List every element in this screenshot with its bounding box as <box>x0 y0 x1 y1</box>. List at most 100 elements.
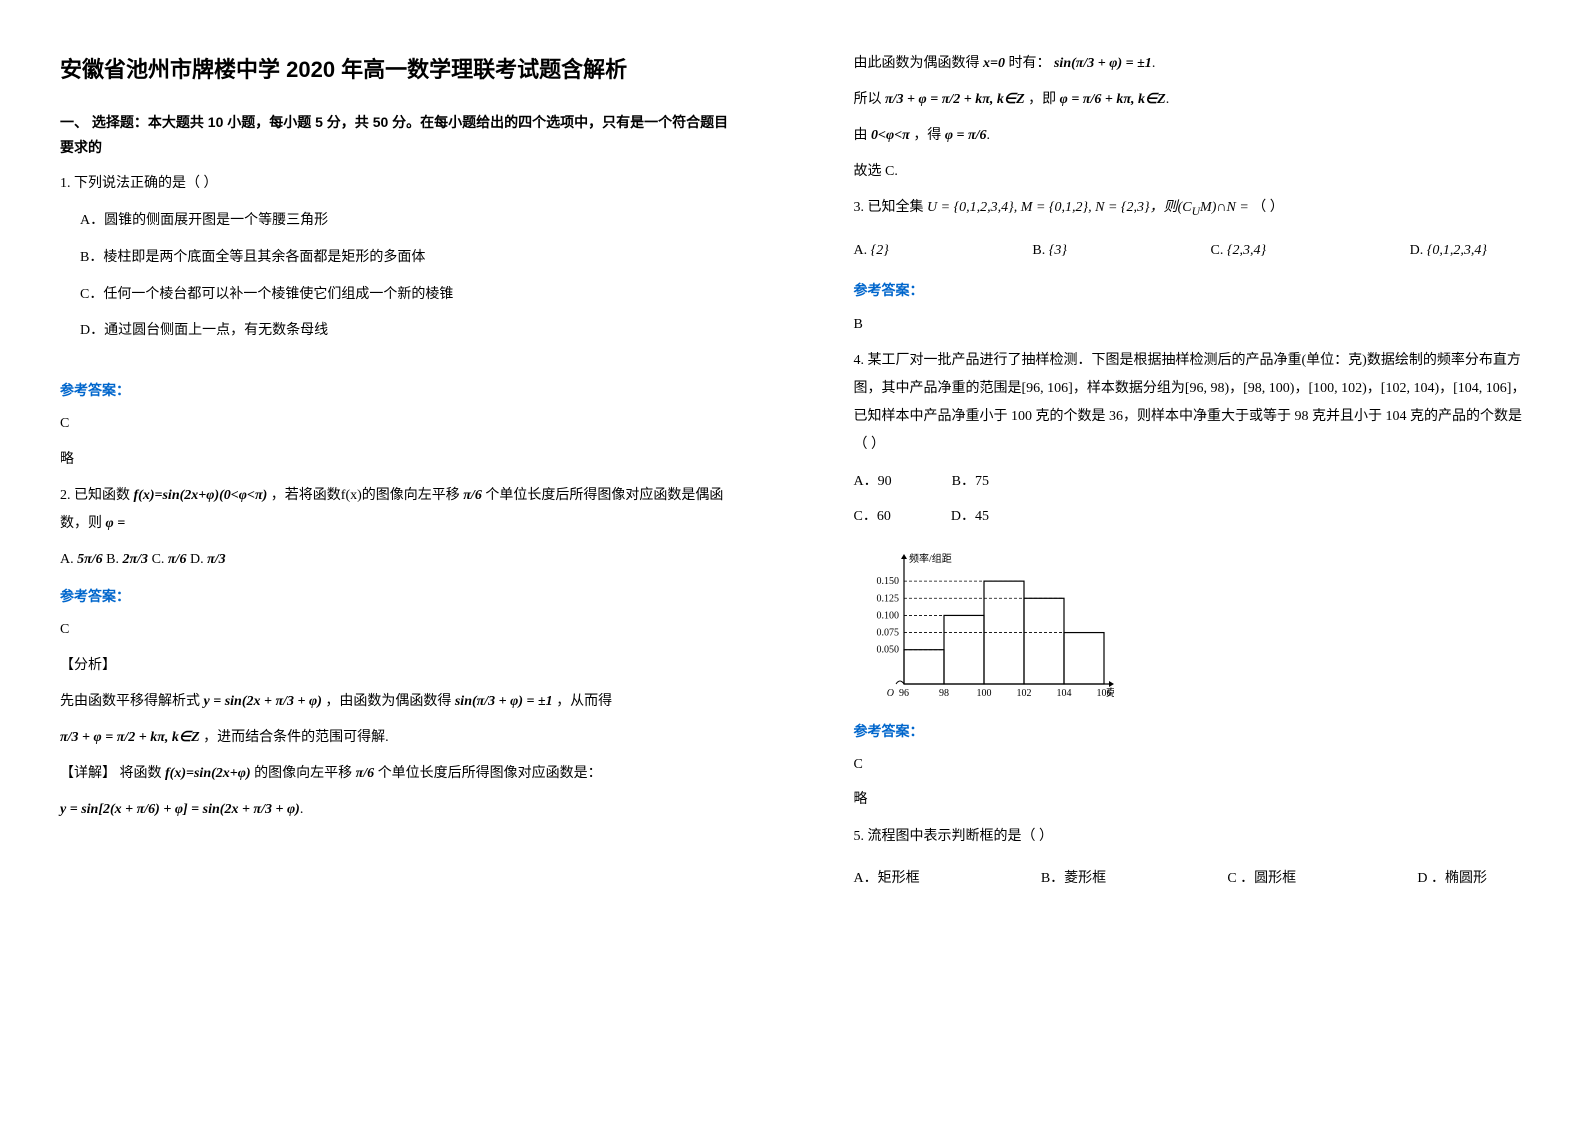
r-l3-f2: φ = π/6 <box>945 128 987 143</box>
q3-prefix: 3. 已知全集 <box>854 200 924 215</box>
q3-opt-c: C. {2,3,4} <box>1211 238 1267 263</box>
q2-answer-label: 参考答案： <box>60 584 734 609</box>
q5-stem: 5. 流程图中表示判断框的是（ ） <box>854 823 1528 851</box>
q2-ana-f1: y = sin(2x + π/3 + φ) <box>204 694 322 709</box>
r-l1-f2: sin(π/3 + φ) = ±1 <box>1054 56 1152 71</box>
q3-answer-label: 参考答案： <box>854 278 1528 303</box>
q1-option-b: B．棱柱即是两个底面全等且其余各面都是矩形的多面体 <box>80 243 734 274</box>
r-conclusion: 故选 C. <box>854 158 1528 186</box>
q1-option-a: A．圆锥的侧面展开图是一个等腰三角形 <box>80 206 734 237</box>
q2-detail-label: 【详解】 <box>60 766 116 781</box>
q2-answer: C <box>60 617 734 642</box>
q3-opt-a: A. {2} <box>854 238 889 263</box>
q2-detail: 【详解】 将函数 f(x)=sin(2x+φ) 的图像向左平移 π/6 个单位长… <box>60 760 734 788</box>
q2-formula1: f(x)=sin(2x+φ)(0<φ<π) <box>134 488 268 503</box>
q1-option-c: C．任何一个棱台都可以补一个棱锥使它们组成一个新的棱锥 <box>80 280 734 311</box>
svg-text:频率/组距: 频率/组距 <box>909 552 952 565</box>
q4-options-1: A．90 B．75 <box>854 469 1528 494</box>
svg-text:96: 96 <box>899 688 909 699</box>
svg-text:克: 克 <box>1106 687 1114 699</box>
q2-ana-1: 先由函数平移得解析式 <box>60 694 200 709</box>
r-l2-mid: ，即 <box>1028 92 1056 107</box>
q5-opt-d: D ．椭圆形 <box>1417 866 1487 891</box>
q2-ana-4: ，进而结合条件的范围可得解. <box>203 730 389 745</box>
q2-det-3: 个单位长度后所得图像对应函数是： <box>378 766 602 781</box>
svg-text:100: 100 <box>976 688 991 699</box>
q2-opt-a: 5π/6 <box>77 552 103 567</box>
q2-ana-2: ，由函数为偶函数得 <box>325 694 451 709</box>
svg-text:0.150: 0.150 <box>876 576 899 587</box>
r-l2-f2: φ = π/6 + kπ, k∈Z <box>1060 92 1166 107</box>
svg-text:0.125: 0.125 <box>876 593 899 604</box>
q1-answer: C <box>60 411 734 436</box>
q2-det-f2: π/6 <box>356 766 375 781</box>
q3-opt-d: D. {0,1,2,3,4} <box>1410 238 1487 263</box>
q4-note: 略 <box>854 787 1528 812</box>
q2-opt-b: 2π/3 <box>123 552 149 567</box>
q2-opt-d-label: D. <box>190 552 207 567</box>
q2-opt-a-label: A. <box>60 552 77 567</box>
q4-opt-b: B．75 <box>952 469 989 494</box>
q3-suffix: （ ） <box>1252 200 1284 215</box>
q4-stem: 4. 某工厂对一批产品进行了抽样检测．下图是根据抽样检测后的产品净重(单位：克)… <box>854 347 1528 459</box>
right-column: 由此函数为偶函数得 x=0 时有： sin(π/3 + φ) = ±1. 所以 … <box>794 0 1587 1122</box>
q4-opt-a: A．90 <box>854 469 892 494</box>
q2-shift: π/6 <box>463 488 482 503</box>
q4-answer: C <box>854 752 1528 777</box>
q3-opt-b: B. {3} <box>1032 238 1067 263</box>
q2-stem: 2. 已知函数 f(x)=sin(2x+φ)(0<φ<π) ，若将函数f(x)的… <box>60 482 734 538</box>
svg-text:0.100: 0.100 <box>876 611 899 622</box>
q2-opt-b-label: B. <box>106 552 122 567</box>
q3-options: A. {2} B. {3} C. {2,3,4} D. {0,1,2,3,4} <box>854 238 1528 263</box>
svg-text:98: 98 <box>939 688 949 699</box>
section-header: 一、 选择题：本大题共 10 小题，每小题 5 分，共 50 分。在每小题给出的… <box>60 110 734 160</box>
r-l3-mid: ，得 <box>913 128 941 143</box>
q3-answer: B <box>854 312 1528 337</box>
svg-text:O: O <box>886 688 893 699</box>
page-title: 安徽省池州市牌楼中学 2020 年高一数学理联考试题含解析 <box>60 50 734 90</box>
r-l1-prefix: 由此函数为偶函数得 <box>854 56 980 71</box>
histogram-svg: 0.0500.0750.1000.1250.150969810010210410… <box>854 544 1114 704</box>
q5-opt-a: A．矩形框 <box>854 866 920 891</box>
histogram-chart: 0.0500.0750.1000.1250.150969810010210410… <box>854 544 1528 704</box>
r-line3: 由 0<φ<π ，得 φ = π/6. <box>854 122 1528 150</box>
q2-ana-f3: π/3 + φ = π/2 + kπ, k∈Z <box>60 730 200 745</box>
q1-stem: 1. 下列说法正确的是（ ） <box>60 170 734 198</box>
q5-opt-c: C ．圆形框 <box>1227 866 1296 891</box>
q2-ana-3: ，从而得 <box>556 694 612 709</box>
q2-prefix: 2. 已知函数 <box>60 488 130 503</box>
q2-mid: ，若将函数f(x)的图像向左平移 <box>271 488 460 503</box>
q2-analysis-label: 【分析】 <box>60 652 734 680</box>
q4-opt-c: C．60 <box>854 504 891 529</box>
svg-text:104: 104 <box>1056 688 1071 699</box>
q1-note: 略 <box>60 447 734 472</box>
q2-phi: φ = <box>106 516 126 531</box>
q4-answer-label: 参考答案： <box>854 719 1528 744</box>
q2-options: A. 5π/6 B. 2π/3 C. π/6 D. π/3 <box>60 546 734 574</box>
q4-opt-d: D．45 <box>951 504 989 529</box>
q2-analysis: 先由函数平移得解析式 y = sin(2x + π/3 + φ) ，由函数为偶函… <box>60 688 734 716</box>
q2-opt-c-label: C. <box>152 552 168 567</box>
r-line2: 所以 π/3 + φ = π/2 + kπ, k∈Z ，即 φ = π/6 + … <box>854 86 1528 114</box>
q3-formula: U = {0,1,2,3,4}, M = {0,1,2}, N = {2,3}，… <box>927 200 1252 215</box>
q2-analysis-cont: π/3 + φ = π/2 + kπ, k∈Z ，进而结合条件的范围可得解. <box>60 724 734 752</box>
r-l1-mid: 时有： <box>1008 56 1050 71</box>
q5-opt-b: B．菱形框 <box>1041 866 1106 891</box>
q2-opt-d: π/3 <box>207 552 226 567</box>
q1-answer-label: 参考答案： <box>60 378 734 403</box>
r-l3-f1: 0<φ<π <box>871 128 910 143</box>
q2-detail-formula: y = sin[2(x + π/6) + φ] = sin(2x + π/3 +… <box>60 796 734 824</box>
r-l2-prefix: 所以 <box>854 92 882 107</box>
left-column: 安徽省池州市牌楼中学 2020 年高一数学理联考试题含解析 一、 选择题：本大题… <box>0 0 794 1122</box>
q2-det-2: 的图像向左平移 <box>254 766 352 781</box>
r-l1-f1: x=0 <box>983 56 1005 71</box>
svg-text:0.075: 0.075 <box>876 628 899 639</box>
svg-text:102: 102 <box>1016 688 1031 699</box>
q1-option-d: D．通过圆台侧面上一点，有无数条母线 <box>80 316 734 347</box>
q2-ana-f2: sin(π/3 + φ) = ±1 <box>455 694 553 709</box>
q2-det-f1: f(x)=sin(2x+φ) <box>165 766 251 781</box>
q5-options: A．矩形框 B．菱形框 C ．圆形框 D ．椭圆形 <box>854 866 1528 891</box>
q4-options-2: C．60 D．45 <box>854 504 1528 529</box>
svg-text:0.050: 0.050 <box>876 645 899 656</box>
q3-stem: 3. 已知全集 U = {0,1,2,3,4}, M = {0,1,2}, N … <box>854 194 1528 223</box>
